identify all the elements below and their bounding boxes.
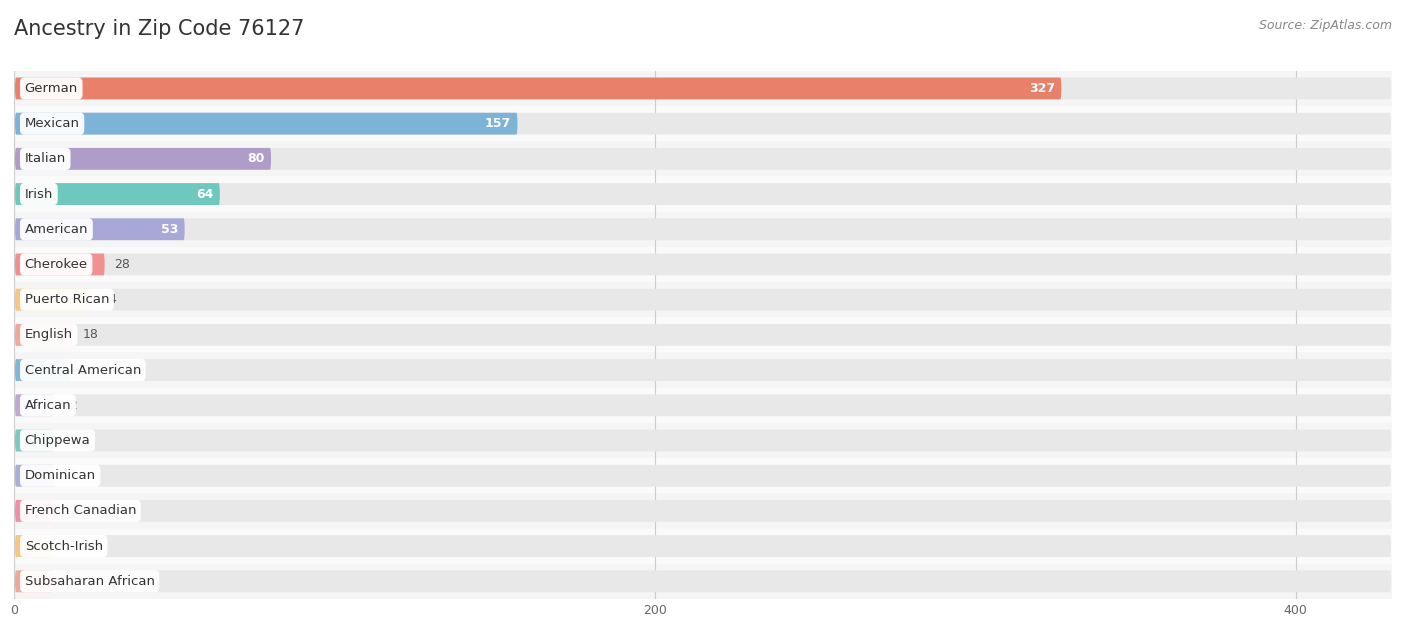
Text: Italian: Italian — [25, 153, 66, 166]
Bar — [14, 106, 1392, 141]
Text: Cherokee: Cherokee — [25, 258, 87, 271]
Text: 12: 12 — [63, 469, 79, 482]
FancyBboxPatch shape — [15, 254, 1391, 276]
Text: Chippewa: Chippewa — [25, 434, 90, 447]
FancyBboxPatch shape — [15, 500, 1391, 522]
FancyBboxPatch shape — [15, 394, 1391, 416]
Text: English: English — [25, 328, 73, 341]
Text: African: African — [25, 399, 72, 412]
Text: Ancestry in Zip Code 76127: Ancestry in Zip Code 76127 — [14, 19, 305, 39]
Bar — [14, 423, 1392, 458]
Text: 24: 24 — [101, 293, 117, 306]
Text: American: American — [25, 223, 89, 236]
FancyBboxPatch shape — [15, 535, 1391, 557]
Bar — [14, 71, 1392, 106]
Text: 17: 17 — [79, 364, 96, 377]
Text: 80: 80 — [247, 153, 264, 166]
FancyBboxPatch shape — [15, 183, 219, 205]
FancyBboxPatch shape — [15, 571, 53, 592]
FancyBboxPatch shape — [15, 254, 104, 276]
Text: Scotch-Irish: Scotch-Irish — [25, 540, 103, 553]
Text: Central American: Central American — [25, 364, 141, 377]
FancyBboxPatch shape — [15, 148, 1391, 170]
FancyBboxPatch shape — [15, 430, 1391, 451]
Bar — [14, 282, 1392, 317]
FancyBboxPatch shape — [15, 113, 1391, 135]
Text: Irish: Irish — [25, 187, 53, 200]
Text: Puerto Rican: Puerto Rican — [25, 293, 110, 306]
FancyBboxPatch shape — [15, 430, 53, 451]
FancyBboxPatch shape — [15, 218, 184, 240]
FancyBboxPatch shape — [15, 324, 1391, 346]
Bar — [14, 388, 1392, 423]
FancyBboxPatch shape — [15, 218, 1391, 240]
Bar — [14, 247, 1392, 282]
Text: 12: 12 — [63, 399, 79, 412]
Bar — [14, 564, 1392, 599]
Text: Dominican: Dominican — [25, 469, 96, 482]
Text: 64: 64 — [195, 187, 214, 200]
Bar — [14, 212, 1392, 247]
Text: 327: 327 — [1029, 82, 1054, 95]
Bar — [14, 529, 1392, 564]
FancyBboxPatch shape — [15, 77, 1391, 99]
Text: 53: 53 — [160, 223, 179, 236]
Text: French Canadian: French Canadian — [25, 504, 136, 517]
Bar — [14, 317, 1392, 352]
FancyBboxPatch shape — [15, 289, 1391, 310]
FancyBboxPatch shape — [15, 359, 1391, 381]
Text: Source: ZipAtlas.com: Source: ZipAtlas.com — [1258, 19, 1392, 32]
FancyBboxPatch shape — [15, 77, 1062, 99]
FancyBboxPatch shape — [15, 289, 91, 310]
FancyBboxPatch shape — [15, 571, 1391, 592]
Text: 28: 28 — [114, 258, 131, 271]
Bar — [14, 493, 1392, 529]
Bar — [14, 141, 1392, 176]
FancyBboxPatch shape — [15, 465, 1391, 487]
Bar — [14, 176, 1392, 212]
FancyBboxPatch shape — [15, 359, 69, 381]
Bar — [14, 458, 1392, 493]
Text: 12: 12 — [63, 575, 79, 588]
FancyBboxPatch shape — [15, 500, 53, 522]
Bar — [14, 352, 1392, 388]
FancyBboxPatch shape — [15, 183, 1391, 205]
Text: Mexican: Mexican — [25, 117, 80, 130]
FancyBboxPatch shape — [15, 324, 73, 346]
FancyBboxPatch shape — [15, 535, 53, 557]
FancyBboxPatch shape — [15, 113, 517, 135]
Text: 157: 157 — [485, 117, 510, 130]
FancyBboxPatch shape — [15, 394, 53, 416]
Text: German: German — [25, 82, 77, 95]
Text: 12: 12 — [63, 434, 79, 447]
Text: Subsaharan African: Subsaharan African — [25, 575, 155, 588]
Text: 18: 18 — [83, 328, 98, 341]
Text: 12: 12 — [63, 540, 79, 553]
Text: 12: 12 — [63, 504, 79, 517]
FancyBboxPatch shape — [15, 148, 271, 170]
FancyBboxPatch shape — [15, 465, 53, 487]
